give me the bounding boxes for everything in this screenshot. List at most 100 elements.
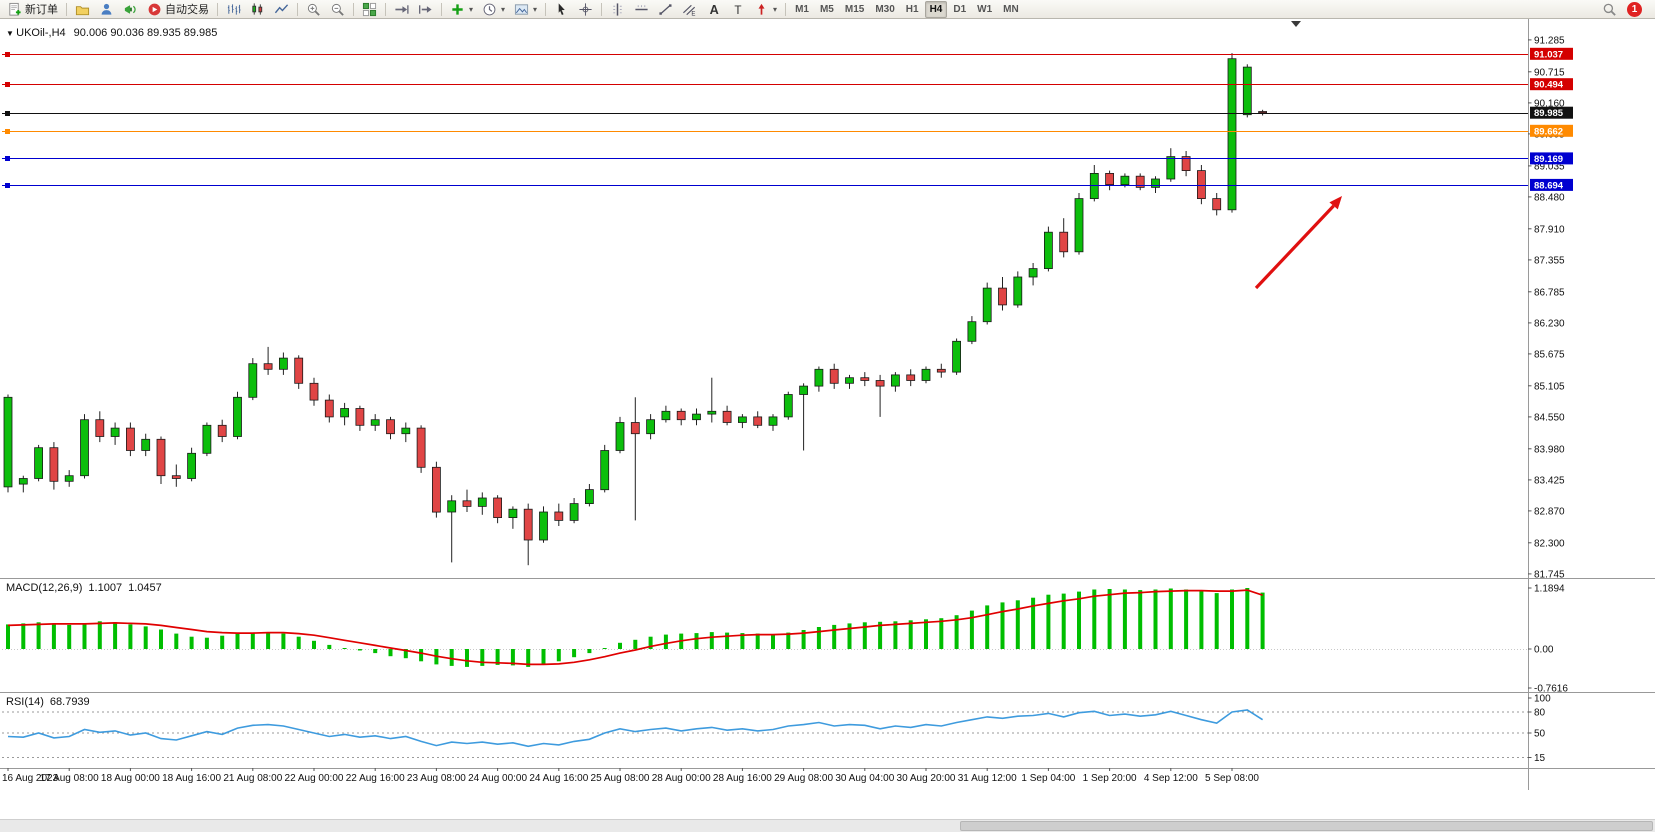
bar-chart-mode-button[interactable] xyxy=(222,1,245,18)
crosshair-button[interactable] xyxy=(574,1,597,18)
line-handle[interactable] xyxy=(5,82,10,87)
macd-label: MACD(12,26,9) 1.1007 1.0457 xyxy=(6,582,162,594)
vline-glyph xyxy=(613,2,622,16)
svg-text:82.300: 82.300 xyxy=(1534,538,1565,549)
svg-text:28 Aug 16:00: 28 Aug 16:00 xyxy=(713,773,772,784)
line-handle[interactable] xyxy=(5,129,10,134)
zoom-in-glyph xyxy=(307,3,320,16)
timeframe-w1-button[interactable]: W1 xyxy=(972,1,997,18)
toolbar-group: M1 M5 M15 M30 H1 H4 D1 W1 MN xyxy=(790,0,1024,18)
svg-text:86.230: 86.230 xyxy=(1534,318,1565,329)
timeframe-d1-button[interactable]: D1 xyxy=(948,1,971,18)
zoom-out-button[interactable] xyxy=(326,1,349,18)
svg-text:25 Aug 08:00: 25 Aug 08:00 xyxy=(591,773,650,784)
svg-text:15: 15 xyxy=(1534,753,1546,764)
search-glyph xyxy=(1603,3,1616,16)
timeframe-m15-button[interactable]: M15 xyxy=(840,1,869,18)
svg-text:90.715: 90.715 xyxy=(1534,67,1565,78)
scrollbar-thumb[interactable] xyxy=(959,821,1653,831)
horizontal-lines-layer xyxy=(2,52,1528,188)
tile-glyph xyxy=(362,2,377,16)
level-price-badge: 88.694 xyxy=(1534,180,1564,191)
chart-shift-marker[interactable] xyxy=(1291,21,1301,27)
line-handle[interactable] xyxy=(5,183,10,188)
candle-chart-mode-button[interactable] xyxy=(246,1,269,18)
search-button[interactable] xyxy=(1598,1,1621,18)
svg-text:24 Aug 16:00: 24 Aug 16:00 xyxy=(529,773,588,784)
svg-text:82.870: 82.870 xyxy=(1534,506,1565,517)
timeframe-mn-button[interactable]: MN xyxy=(998,1,1024,18)
toolbar-group: E A T ▾ xyxy=(606,1,781,18)
label-t-icon: T xyxy=(730,2,745,17)
svg-text:18 Aug 00:00: 18 Aug 00:00 xyxy=(101,773,160,784)
toolbar-separator xyxy=(217,2,218,16)
folder-glyph xyxy=(75,5,90,15)
autoscroll-glyph xyxy=(395,4,409,14)
line-handle[interactable] xyxy=(5,156,10,161)
toolbar-separator xyxy=(385,2,386,16)
zoom-in-button[interactable] xyxy=(302,1,325,18)
new-order-button[interactable]: 新订单 xyxy=(3,1,62,18)
cursor-button[interactable] xyxy=(550,1,573,18)
indicators-button[interactable]: ▾ xyxy=(446,1,477,18)
templates-button[interactable]: ▾ xyxy=(510,1,541,18)
toolbar-group: 新订单 xyxy=(3,1,62,18)
horizontal-line-button[interactable] xyxy=(630,1,653,18)
svg-text:86.785: 86.785 xyxy=(1534,287,1565,298)
svg-text:50: 50 xyxy=(1534,729,1546,740)
line-chart-mode-button[interactable] xyxy=(270,1,293,18)
toolbar-separator xyxy=(545,2,547,16)
timeframe-m30-button[interactable]: M30 xyxy=(870,1,899,18)
svg-text:89.035: 89.035 xyxy=(1534,161,1565,172)
timeframe-h1-button[interactable]: H1 xyxy=(901,1,924,18)
vline-icon xyxy=(610,2,625,17)
profiles-button[interactable] xyxy=(95,1,118,18)
trendline-button[interactable] xyxy=(654,1,677,18)
trend-icon xyxy=(658,2,673,17)
line-handle[interactable] xyxy=(5,111,10,116)
trend-arrow-annotation[interactable] xyxy=(1254,196,1342,290)
text-button[interactable]: A xyxy=(702,1,725,18)
timeframe-m1-button[interactable]: M1 xyxy=(790,1,814,18)
timeframe-mn-label: MN xyxy=(1003,3,1019,15)
tile-windows-button[interactable] xyxy=(358,1,381,18)
arrows-button[interactable]: ▾ xyxy=(750,1,781,18)
periods-button[interactable]: ▾ xyxy=(478,1,509,18)
crosshair-icon xyxy=(578,2,593,17)
auto-scroll-button[interactable] xyxy=(390,1,413,18)
chart-shift-button[interactable] xyxy=(414,1,437,18)
svg-text:T: T xyxy=(734,4,741,17)
shift-glyph xyxy=(419,4,432,14)
equidistant-channel-button[interactable]: E xyxy=(678,1,701,18)
user-icon xyxy=(99,2,114,17)
svg-text:E: E xyxy=(691,10,695,16)
svg-text:88.480: 88.480 xyxy=(1534,192,1565,203)
timeframe-m30-label: M30 xyxy=(875,3,895,15)
svg-text:83.980: 83.980 xyxy=(1534,444,1565,455)
svg-text:0.00: 0.00 xyxy=(1534,645,1554,656)
svg-text:1 Sep 04:00: 1 Sep 04:00 xyxy=(1021,773,1075,784)
new-chart-button[interactable] xyxy=(71,1,94,18)
svg-text:80: 80 xyxy=(1534,708,1546,719)
timeframe-m5-button[interactable]: M5 xyxy=(815,1,839,18)
alerts-button[interactable] xyxy=(119,1,142,18)
svg-text:21 Aug 08:00: 21 Aug 08:00 xyxy=(223,773,282,784)
timeframe-h4-button[interactable]: H4 xyxy=(924,0,948,18)
macd-signal-line xyxy=(7,589,1263,666)
autotrading-button[interactable]: 自动交易 xyxy=(143,1,213,18)
candles-icon xyxy=(250,2,265,17)
crosshair-glyph xyxy=(579,2,592,16)
price-axis: 91.28590.71590.16089.60589.03588.48087.9… xyxy=(1528,35,1565,580)
svg-text:85.675: 85.675 xyxy=(1534,349,1565,360)
line-handle[interactable] xyxy=(5,52,10,57)
horizontal-scrollbar[interactable] xyxy=(0,819,1655,832)
bars-icon xyxy=(226,2,241,17)
notification-badge[interactable]: 1 xyxy=(1627,1,1642,17)
text-label-button[interactable]: T xyxy=(726,1,749,18)
linechart-icon xyxy=(274,2,289,17)
vertical-line-button[interactable] xyxy=(606,1,629,18)
svg-text:17 Aug 08:00: 17 Aug 08:00 xyxy=(40,773,99,784)
